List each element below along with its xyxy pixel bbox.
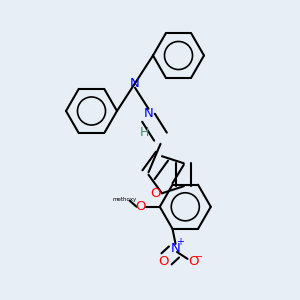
- Text: −: −: [195, 252, 203, 262]
- Text: N: N: [171, 242, 180, 255]
- Text: N: N: [130, 77, 140, 90]
- Text: O: O: [151, 187, 161, 200]
- Text: O: O: [188, 255, 199, 268]
- Text: N: N: [144, 107, 153, 120]
- Text: H: H: [139, 126, 149, 139]
- Text: O: O: [158, 255, 169, 268]
- Text: methoxy: methoxy: [112, 197, 136, 202]
- Text: +: +: [176, 237, 184, 248]
- Text: O: O: [135, 200, 146, 213]
